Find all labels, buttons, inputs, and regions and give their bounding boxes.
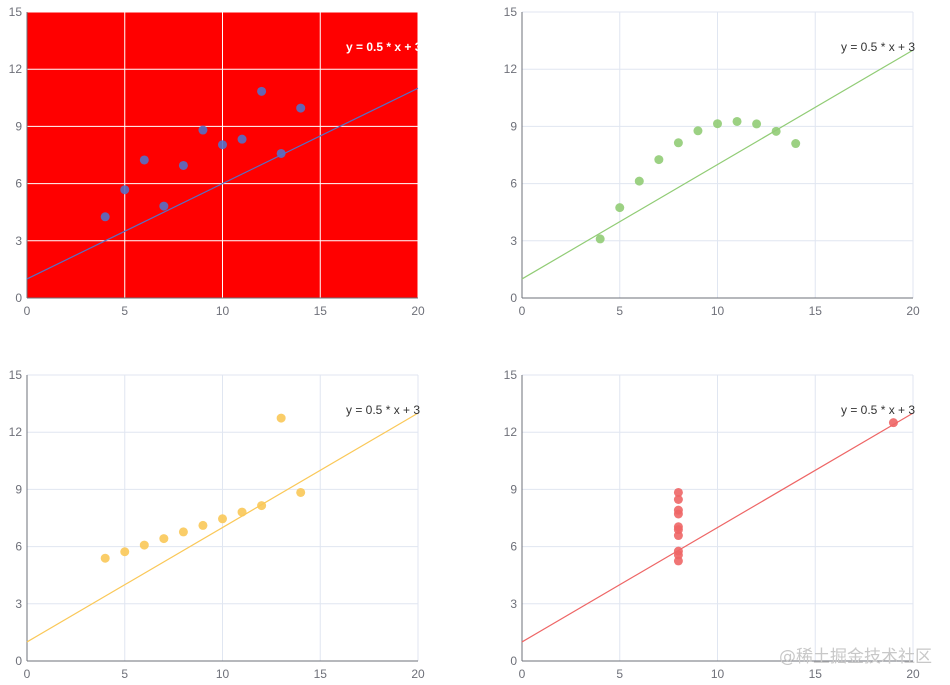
y-tick-label: 12 bbox=[9, 62, 23, 76]
data-point bbox=[237, 507, 247, 517]
data-point bbox=[673, 138, 683, 148]
regression-equation-label: y = 0.5 * x + 3 bbox=[841, 40, 915, 54]
data-point bbox=[178, 160, 188, 170]
y-tick-label: 6 bbox=[15, 177, 22, 191]
x-tick-label: 15 bbox=[314, 667, 328, 681]
chart-panel-4: 0 5 10 15 20 0 3 6 9 12 15 y = 0.5 * x + 3 bbox=[504, 368, 920, 681]
regression-line bbox=[26, 412, 419, 643]
x-tick-label: 10 bbox=[216, 667, 230, 681]
y-tick-label: 12 bbox=[504, 425, 518, 439]
x-tick-label: 10 bbox=[711, 667, 725, 681]
data-point bbox=[732, 116, 742, 126]
y-tick-label: 9 bbox=[15, 482, 22, 496]
x-tick-label: 10 bbox=[216, 304, 230, 318]
y-tick-label: 3 bbox=[15, 234, 22, 248]
data-point bbox=[276, 413, 286, 423]
data-point bbox=[673, 495, 683, 505]
x-tick-label: 15 bbox=[809, 667, 823, 681]
data-point bbox=[634, 176, 644, 186]
data-point bbox=[159, 201, 169, 211]
y-tick-label: 9 bbox=[510, 119, 517, 133]
regression-equation-label: y = 0.5 * x + 3 bbox=[346, 40, 422, 54]
data-point bbox=[159, 534, 169, 544]
regression-equation-label: y = 0.5 * x + 3 bbox=[346, 403, 420, 417]
y-tick-label: 12 bbox=[9, 425, 23, 439]
y-tick-label: 0 bbox=[15, 654, 22, 668]
watermark-text: @稀土掘金技术社区 bbox=[779, 647, 932, 667]
data-point bbox=[139, 155, 149, 165]
x-tick-label: 20 bbox=[906, 304, 920, 318]
data-point bbox=[178, 527, 188, 537]
y-tick-label: 3 bbox=[510, 234, 517, 248]
data-point bbox=[673, 525, 683, 535]
y-tick-label: 12 bbox=[504, 62, 518, 76]
x-tick-label: 5 bbox=[121, 667, 128, 681]
x-tick-label: 0 bbox=[24, 304, 31, 318]
x-tick-label: 0 bbox=[519, 667, 526, 681]
x-tick-label: 20 bbox=[411, 667, 425, 681]
data-point bbox=[673, 550, 683, 560]
y-tick-label: 9 bbox=[15, 119, 22, 133]
x-tick-label: 15 bbox=[314, 304, 328, 318]
x-tick-label: 5 bbox=[616, 304, 623, 318]
data-point bbox=[791, 139, 801, 149]
data-point bbox=[257, 86, 267, 96]
data-point bbox=[693, 126, 703, 136]
data-point bbox=[713, 119, 722, 129]
data-point bbox=[888, 418, 898, 428]
data-point bbox=[296, 103, 306, 113]
y-tick-label: 6 bbox=[510, 540, 517, 554]
y-tick-label: 3 bbox=[510, 597, 517, 611]
data-point bbox=[615, 203, 625, 213]
data-point bbox=[218, 514, 227, 524]
x-tick-label: 10 bbox=[711, 304, 725, 318]
data-point bbox=[198, 520, 208, 530]
data-point bbox=[771, 126, 781, 136]
data-point bbox=[257, 501, 267, 511]
x-tick-label: 5 bbox=[121, 304, 128, 318]
data-point bbox=[673, 505, 683, 515]
regression-line bbox=[521, 412, 914, 643]
data-point bbox=[654, 155, 664, 165]
x-tick-label: 20 bbox=[906, 667, 920, 681]
regression-line bbox=[26, 87, 419, 280]
y-tick-label: 15 bbox=[504, 5, 518, 19]
y-tick-label: 6 bbox=[510, 177, 517, 191]
data-point bbox=[296, 487, 306, 497]
y-tick-label: 3 bbox=[15, 597, 22, 611]
data-point bbox=[120, 547, 130, 557]
data-point bbox=[218, 140, 227, 150]
data-point bbox=[276, 148, 286, 158]
data-point bbox=[100, 212, 110, 222]
chart-panel-2: 0 5 10 15 20 0 3 6 9 12 15 y = 0.5 * x + 3 bbox=[504, 5, 920, 318]
y-tick-label: 6 bbox=[15, 540, 22, 554]
y-tick-label: 15 bbox=[504, 368, 518, 382]
data-point bbox=[237, 134, 247, 144]
data-point bbox=[120, 185, 130, 195]
regression-equation-label: y = 0.5 * x + 3 bbox=[841, 403, 915, 417]
x-tick-label: 0 bbox=[519, 304, 526, 318]
y-tick-label: 0 bbox=[510, 654, 517, 668]
chart-panel-3: 0 5 10 15 20 0 3 6 9 12 15 y = 0.5 * x + 3 bbox=[9, 368, 425, 681]
y-tick-label: 15 bbox=[9, 368, 23, 382]
y-tick-label: 0 bbox=[15, 291, 22, 305]
data-point bbox=[198, 125, 208, 135]
data-point bbox=[673, 487, 683, 497]
data-point bbox=[595, 234, 605, 244]
x-tick-label: 20 bbox=[411, 304, 425, 318]
y-tick-label: 15 bbox=[9, 5, 23, 19]
data-point bbox=[139, 540, 149, 550]
y-tick-label: 0 bbox=[510, 291, 517, 305]
data-point bbox=[752, 119, 762, 129]
data-point bbox=[100, 553, 110, 563]
x-tick-label: 5 bbox=[616, 667, 623, 681]
x-tick-label: 15 bbox=[809, 304, 823, 318]
x-tick-label: 0 bbox=[24, 667, 31, 681]
y-tick-label: 9 bbox=[510, 482, 517, 496]
regression-line bbox=[521, 49, 914, 280]
chart-panel-1: 0 5 10 15 20 0 3 6 9 12 15 y = 0.5 * x + 3 bbox=[9, 5, 425, 318]
